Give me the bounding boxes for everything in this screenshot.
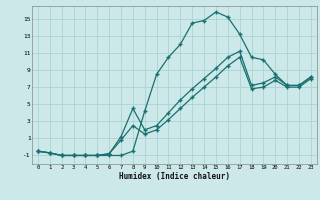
X-axis label: Humidex (Indice chaleur): Humidex (Indice chaleur) xyxy=(119,172,230,181)
